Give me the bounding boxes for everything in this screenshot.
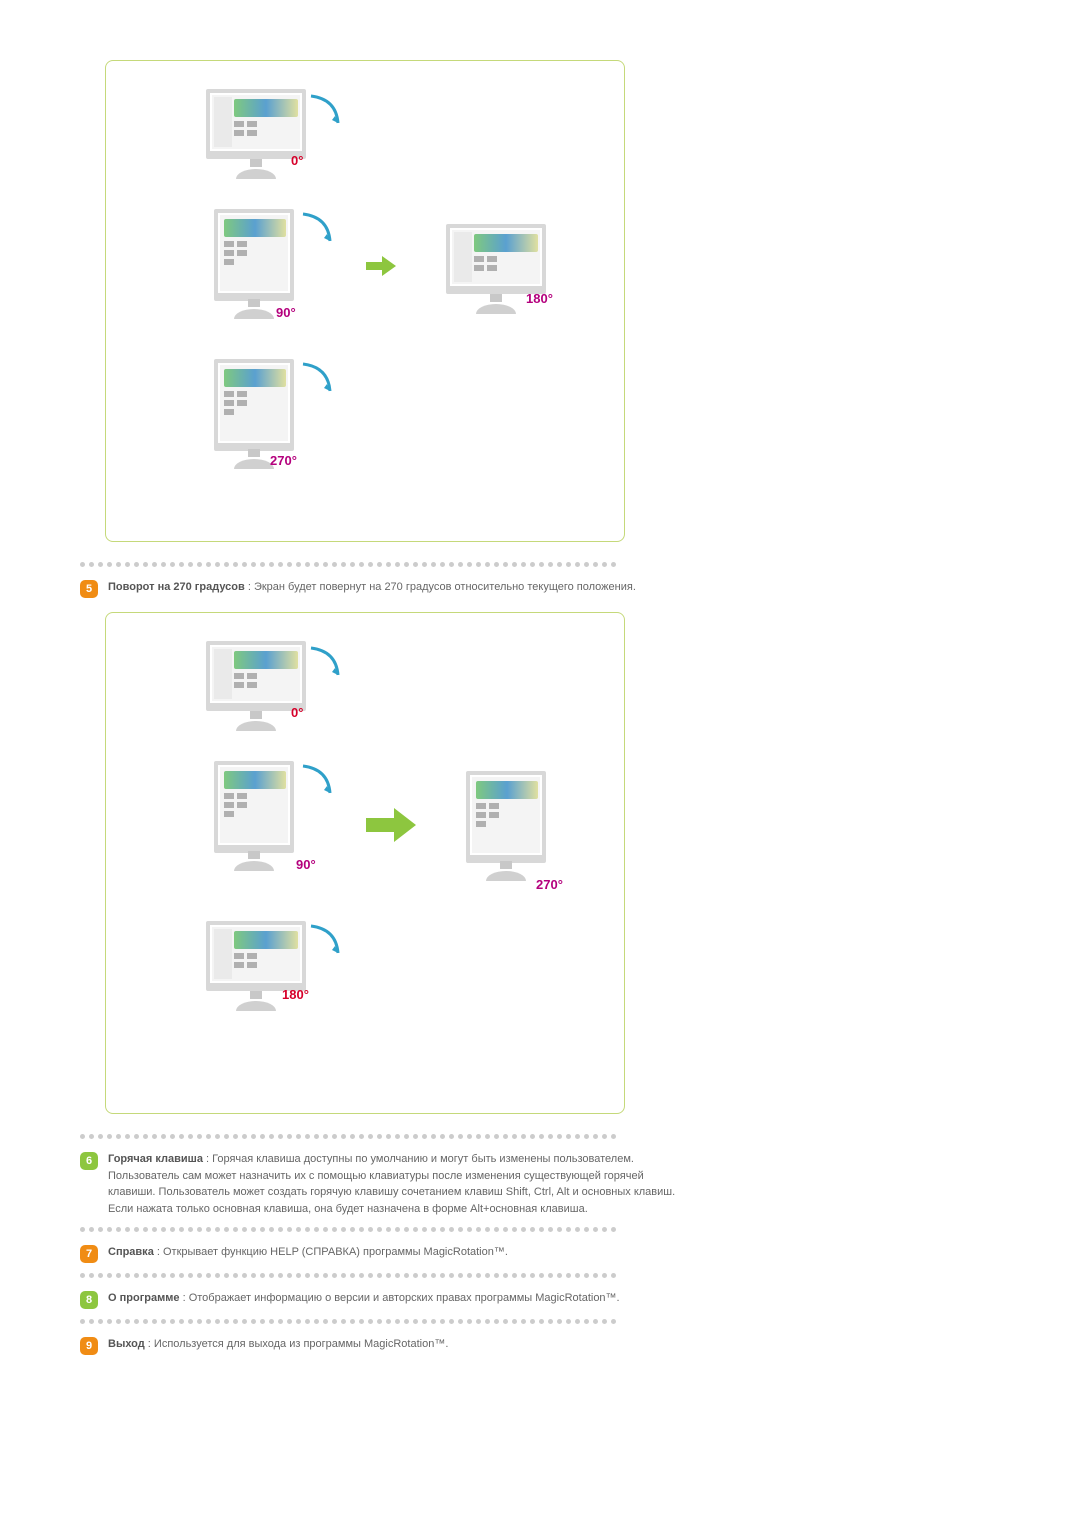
item-8: 8 О программе : Отображает информацию о … <box>80 1290 680 1309</box>
rotation-arc-icon <box>306 921 346 961</box>
rotation-arc-icon <box>298 761 338 801</box>
label-270deg: 270° <box>270 453 297 468</box>
item-8-body: Отображает информацию о версии и авторск… <box>189 1292 620 1304</box>
label-0deg: 0° <box>291 705 303 720</box>
separator <box>80 1319 650 1324</box>
rotation-arc-icon <box>306 91 346 131</box>
badge-5: 5 <box>80 580 98 598</box>
item-5-text: Поворот на 270 градусов : Экран будет по… <box>108 579 680 598</box>
item-8-text: О программе : Отображает информацию о ве… <box>108 1290 680 1309</box>
monitor-270deg-result <box>466 771 546 881</box>
label-270deg-result: 270° <box>536 877 563 892</box>
label-0deg: 0° <box>291 153 303 168</box>
separator <box>80 562 650 567</box>
item-5-title: Поворот на 270 градусов <box>108 581 245 593</box>
label-180deg: 180° <box>282 987 309 1002</box>
diagram-rotation-180: 0° 90° 180° 270° <box>105 60 625 542</box>
item-6-title: Горячая клавиша <box>108 1153 203 1165</box>
badge-6: 6 <box>80 1152 98 1170</box>
result-arrow-icon <box>366 808 416 842</box>
diagram-rotation-270: 0° 90° 270° 180° <box>105 612 625 1114</box>
item-9-body: Используется для выхода из программы Mag… <box>154 1338 448 1350</box>
label-90deg: 90° <box>276 305 296 320</box>
item-6-body1: Горячая клавиша доступны по умолчанию и … <box>212 1153 634 1165</box>
item-9-text: Выход : Используется для выхода из прогр… <box>108 1336 680 1355</box>
separator <box>80 1134 650 1139</box>
label-90deg: 90° <box>296 857 316 872</box>
item-6: 6 Горячая клавиша : Горячая клавиша дост… <box>80 1151 680 1217</box>
monitor-90deg <box>214 761 294 871</box>
item-9: 9 Выход : Используется для выхода из про… <box>80 1336 680 1355</box>
item-6-body2: Пользователь сам может назначить их с по… <box>108 1170 675 1215</box>
rotation-arc-icon <box>306 643 346 683</box>
item-7: 7 Справка : Открывает функцию HELP (СПРА… <box>80 1244 680 1263</box>
monitor-90deg <box>214 209 294 319</box>
item-8-title: О программе <box>108 1292 180 1304</box>
item-6-text: Горячая клавиша : Горячая клавиша доступ… <box>108 1151 680 1217</box>
item-7-body: Открывает функцию HELP (СПРАВКА) програм… <box>163 1246 508 1258</box>
item-7-text: Справка : Открывает функцию HELP (СПРАВК… <box>108 1244 680 1263</box>
rotation-arc-icon <box>298 359 338 399</box>
item-7-title: Справка <box>108 1246 154 1258</box>
badge-9: 9 <box>80 1337 98 1355</box>
item-5-body: Экран будет повернут на 270 градусов отн… <box>254 581 636 593</box>
label-180deg: 180° <box>526 291 553 306</box>
badge-7: 7 <box>80 1245 98 1263</box>
separator <box>80 1273 650 1278</box>
separator <box>80 1227 650 1232</box>
rotation-arc-icon <box>298 209 338 249</box>
badge-8: 8 <box>80 1291 98 1309</box>
result-arrow-icon <box>366 256 396 276</box>
item-9-title: Выход <box>108 1338 145 1350</box>
item-5: 5 Поворот на 270 градусов : Экран будет … <box>80 579 680 598</box>
